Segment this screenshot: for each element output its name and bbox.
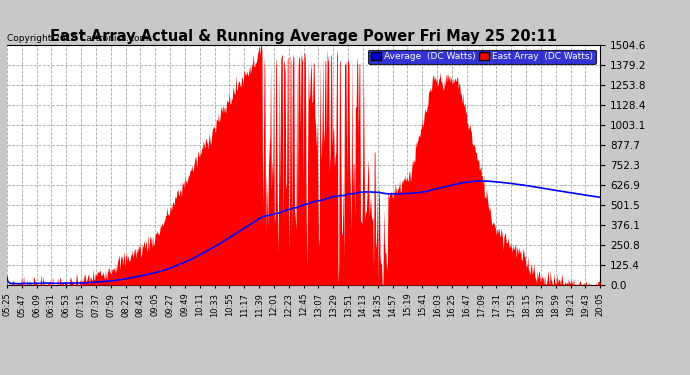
- Title: East Array Actual & Running Average Power Fri May 25 20:11: East Array Actual & Running Average Powe…: [50, 29, 557, 44]
- Legend: Average  (DC Watts), East Array  (DC Watts): Average (DC Watts), East Array (DC Watts…: [368, 50, 595, 64]
- Text: Copyright 2018 Cartronics.com: Copyright 2018 Cartronics.com: [7, 34, 148, 43]
